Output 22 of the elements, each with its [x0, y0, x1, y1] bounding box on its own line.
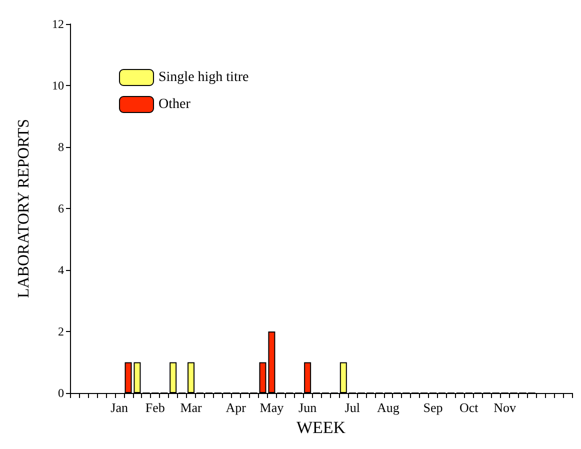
x-tick-label: Nov	[494, 400, 516, 415]
y-axis-title: LABORATORY REPORTS	[16, 118, 32, 298]
y-tick-label: 6	[58, 202, 64, 216]
y-tick-label: 0	[58, 386, 64, 400]
x-axis-title: WEEK	[296, 418, 346, 437]
x-tick-label: Apr	[226, 400, 247, 415]
x-tick-label: Aug	[377, 400, 400, 415]
x-tick-label: Sep	[423, 400, 443, 415]
x-tick-label: May	[260, 400, 284, 415]
y-tick-label: 8	[58, 140, 64, 154]
x-tick-label: Jan	[110, 400, 128, 415]
legend-label: Single high titre	[158, 70, 249, 85]
y-tick-label: 10	[52, 78, 64, 92]
y-tick-label: 2	[58, 324, 64, 338]
x-tick-label: Feb	[145, 400, 165, 415]
x-tick-label: Oct	[460, 400, 479, 415]
y-tick-label: 4	[58, 263, 64, 277]
x-tick-label: Jul	[344, 400, 360, 415]
legend-label: Other	[158, 97, 191, 112]
x-tick-label: Jun	[298, 400, 318, 415]
x-tick-label: Mar	[180, 400, 203, 415]
y-tick-label: 12	[52, 17, 64, 31]
